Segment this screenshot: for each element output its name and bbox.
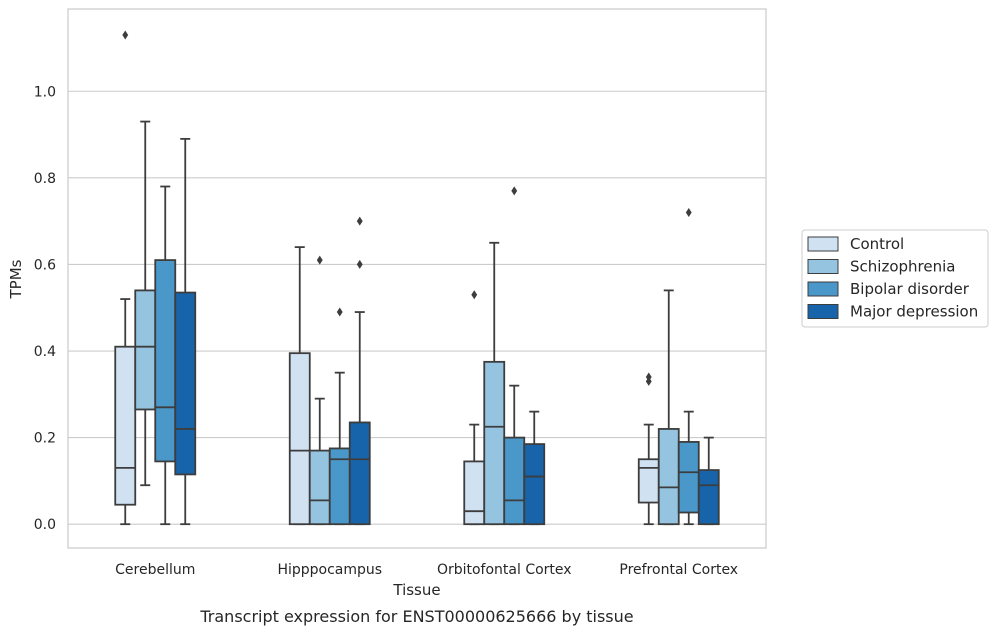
y-tick-label: 0.2 xyxy=(34,431,56,447)
box-iqr xyxy=(288,352,311,526)
box-schizophrenia xyxy=(308,255,331,526)
box-plot-area xyxy=(114,30,720,526)
box-iqr xyxy=(348,421,371,526)
outlier-point xyxy=(645,372,652,382)
legend-frame xyxy=(801,229,989,328)
legend-label: Major depression xyxy=(850,303,978,321)
box-major-depression xyxy=(697,436,720,526)
legend-label: Schizophrenia xyxy=(850,258,955,276)
x-tick-label: Orbitofontal Cortex xyxy=(437,562,572,578)
legend-swatch xyxy=(807,304,839,319)
box-bipolar-disorder xyxy=(154,185,177,526)
box-iqr xyxy=(463,460,486,526)
y-tick-label: 0.4 xyxy=(34,344,56,360)
chart-caption: Transcript expression for ENST0000062566… xyxy=(199,607,633,626)
box-control xyxy=(637,372,660,526)
y-tick-label: 0.8 xyxy=(34,171,56,187)
box-iqr xyxy=(154,259,177,463)
box-iqr xyxy=(523,443,546,526)
box-bipolar-disorder xyxy=(328,307,351,526)
outlier-point xyxy=(356,216,363,226)
legend-swatch xyxy=(807,236,839,252)
x-tick-label: Prefrontal Cortex xyxy=(619,562,738,578)
outlier-point xyxy=(685,207,692,217)
legend: Control Schizophrenia Bipolar disorder Majo… xyxy=(801,229,989,328)
legend-swatch xyxy=(807,259,839,274)
box-iqr xyxy=(657,428,680,526)
box-control xyxy=(463,290,486,526)
box-schizophrenia xyxy=(657,289,680,526)
y-axis-label: TPMs xyxy=(7,259,25,299)
x-axis-ticks: Cerebellum Hipppocampus Orbitofontal Corte… xyxy=(115,562,738,578)
box-bipolar-disorder xyxy=(503,186,526,526)
box-schizophrenia xyxy=(483,241,506,526)
box-iqr xyxy=(308,449,331,526)
y-tick-label: 0.6 xyxy=(34,257,56,273)
box-schizophrenia xyxy=(134,120,157,487)
box-major-depression xyxy=(174,137,197,526)
box-control xyxy=(288,246,311,526)
outlier-point xyxy=(122,30,129,40)
outlier-point xyxy=(336,307,343,317)
x-tick-label: Hipppocampus xyxy=(277,562,382,578)
box-bipolar-disorder xyxy=(677,207,700,526)
x-tick-label: Cerebellum xyxy=(115,562,195,578)
legend-swatch xyxy=(807,281,839,297)
outlier-point xyxy=(316,255,323,265)
plot-frame xyxy=(67,8,767,549)
legend-label: Control xyxy=(850,235,904,253)
box-iqr xyxy=(114,345,137,506)
outlier-point xyxy=(471,290,478,300)
y-tick-label: 1.0 xyxy=(34,84,56,100)
y-axis-ticks: 0.0 0.2 0.4 0.6 0.8 1.0 xyxy=(34,84,56,533)
box-iqr xyxy=(134,289,157,411)
x-axis-label: Tissue xyxy=(392,581,440,599)
box-iqr xyxy=(503,436,526,526)
box-major-depression xyxy=(523,410,546,526)
box-iqr xyxy=(697,469,720,526)
outlier-point xyxy=(511,186,518,196)
box-iqr xyxy=(637,458,660,504)
outlier-point xyxy=(356,259,363,269)
box-control xyxy=(114,30,137,526)
box-iqr xyxy=(174,291,197,476)
box-iqr xyxy=(677,441,700,514)
box-major-depression xyxy=(348,216,371,526)
box-iqr xyxy=(483,360,506,526)
y-tick-label: 0.0 xyxy=(34,517,56,533)
legend-label: Bipolar disorder xyxy=(850,280,970,298)
